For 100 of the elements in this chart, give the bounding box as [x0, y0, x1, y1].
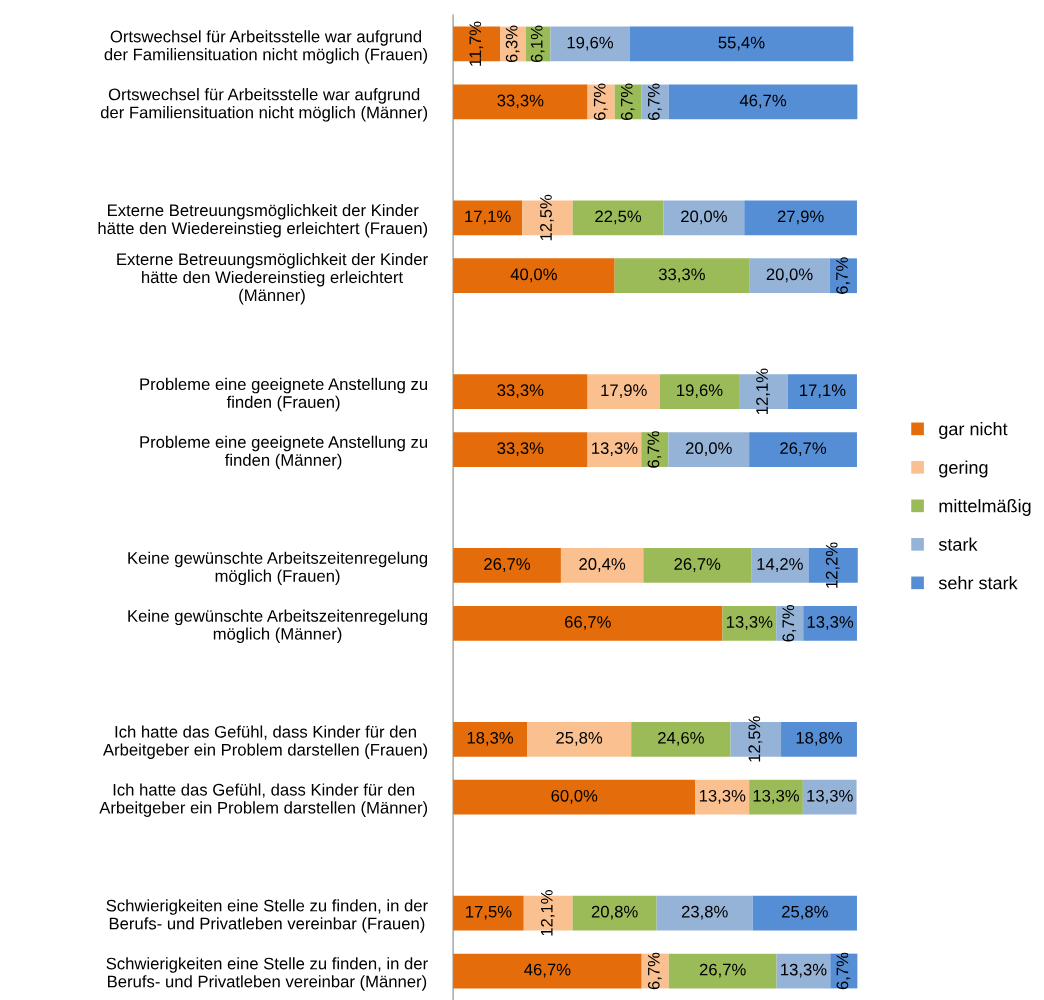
bar: [453, 200, 523, 236]
data-label: 11,7%: [469, 21, 484, 66]
data-label: 14,2%: [757, 558, 803, 572]
y-tick-label: Externe Betreuungsmöglichkeit der Kinder hätte den Wiedereinstieg erleichtert (Frauen): [98, 203, 428, 238]
legend-label: gering: [939, 460, 988, 478]
data-label: 20,0%: [681, 210, 727, 225]
data-label: 6,7%: [836, 952, 851, 990]
y-tick-label: Ich hatte das Gefühl, dass Kinder für den Arbeitgeber ein Problem darstellen (Frauen): [102, 725, 428, 759]
data-label: 13,3%: [726, 616, 773, 630]
data-label: 66,7%: [565, 616, 611, 630]
data-label: 46,7%: [739, 94, 787, 109]
bar: [527, 721, 632, 757]
data-label: 33,3%: [497, 94, 544, 109]
bar: [802, 779, 857, 815]
bar: [572, 895, 657, 931]
bar: [453, 895, 524, 931]
data-label: 6,7%: [836, 257, 850, 294]
data-label: 6,7%: [647, 83, 662, 121]
bar: [663, 200, 745, 236]
bar: [453, 258, 615, 294]
data-label: 40,0%: [510, 268, 557, 283]
data-label: 6,7%: [647, 952, 662, 990]
bar: [659, 374, 740, 409]
bar: [453, 374, 588, 409]
legend-label: stark: [938, 537, 978, 551]
bar: [614, 258, 750, 294]
y-tick-label: Schwierigkeiten eine Stelle zu finden, in der Berufs- und Privatleben vereinbar (Frauen): [106, 899, 428, 933]
y-tick-label: Ich hatte das Gefühl, dass Kinder für den Arbeitgeber ein Problem darstellen (Männer): [99, 783, 428, 817]
y-tick-label: Ortswechsel für Arbeitsstelle war aufgrund der Familiensituation nicht möglich (Männer): [100, 88, 428, 122]
bar: [787, 374, 857, 409]
bar: [749, 779, 803, 815]
bar: [781, 721, 857, 757]
y-tick-label: Probleme eine geeignete Anstellung zu finden (Frauen): [140, 377, 428, 412]
data-label: 26,7%: [674, 558, 721, 572]
data-label: 33,3%: [658, 268, 705, 283]
data-label: 6,7%: [593, 83, 608, 121]
bar: [453, 721, 527, 757]
data-label: 26,7%: [699, 963, 746, 978]
y-tick-label: Externe Betreuungsmöglichkeit der Kinder hätte den Wiedereinstieg erleichtert (Männer): [117, 252, 428, 305]
data-label: 46,7%: [524, 963, 571, 978]
data-label: 17,9%: [601, 384, 647, 399]
bar: [453, 84, 588, 120]
data-label: 24,6%: [658, 731, 704, 746]
bar: [643, 548, 752, 583]
legend-label: gar nicht: [939, 422, 1008, 439]
data-label: 26,7%: [780, 442, 827, 456]
data-label: 20,0%: [766, 268, 813, 283]
data-label: 20,0%: [685, 442, 732, 456]
bar: [560, 548, 644, 583]
bar: [668, 953, 777, 989]
bar: [656, 895, 753, 931]
data-label: 55,4%: [718, 36, 765, 51]
bar: [695, 779, 750, 815]
data-label: 17,1%: [800, 384, 846, 399]
bar: [668, 84, 858, 120]
data-label: 12,5%: [748, 716, 763, 762]
legend-label: sehr stark: [938, 576, 1018, 590]
bar: [587, 374, 660, 409]
data-label: 60,0%: [551, 789, 598, 804]
data-label: 6,7%: [647, 431, 662, 468]
data-label: 12,1%: [756, 368, 770, 414]
bar: [668, 432, 750, 467]
data-label: 18,8%: [796, 731, 843, 746]
bar: [749, 432, 857, 467]
data-label: 17,1%: [465, 210, 511, 225]
data-label: 13,3%: [699, 789, 746, 804]
y-tick-label: Keine gewünschte Arbeitszeitenregelung möglich (Männer): [128, 609, 428, 644]
data-label: 20,8%: [591, 905, 638, 920]
data-label: 12,2%: [825, 542, 840, 588]
bar: [629, 26, 854, 62]
data-label: 13,3%: [807, 789, 853, 804]
data-label: 18,3%: [467, 731, 514, 746]
data-label: 12,1%: [540, 890, 555, 936]
bar: [631, 721, 731, 757]
legend-label: mittelmäßig: [939, 499, 1031, 516]
bar: [453, 548, 561, 583]
data-label: 6,1%: [530, 25, 545, 63]
bar: [550, 26, 630, 62]
bar: [572, 200, 664, 236]
bar: [453, 953, 642, 989]
bar: [749, 258, 830, 294]
data-label: 6,7%: [782, 604, 797, 642]
bar: [722, 606, 777, 641]
data-label: 12,5%: [540, 194, 554, 241]
data-label: 13,3%: [781, 963, 827, 978]
bar: [751, 548, 809, 583]
data-label: 25,8%: [782, 905, 828, 920]
y-tick-label: Schwierigkeiten eine Stelle zu finden, in der Berufs- und Privatleben vereinbar (Männer): [106, 957, 428, 991]
data-label: 19,6%: [677, 384, 723, 399]
data-label: 6,7%: [620, 83, 635, 121]
bar: [453, 779, 696, 815]
bar: [453, 432, 588, 467]
data-label: 22,5%: [595, 210, 642, 225]
data-label: 13,3%: [807, 616, 854, 630]
data-label: 19,6%: [567, 36, 614, 51]
data-label: 17,5%: [466, 905, 512, 920]
data-label: 20,4%: [579, 558, 626, 572]
y-tick-label: Ortswechsel für Arbeitsstelle war aufgrund der Familiensituation nicht möglich (Frauen): [104, 30, 428, 64]
data-label: 23,8%: [681, 905, 728, 920]
bar: [744, 200, 857, 236]
